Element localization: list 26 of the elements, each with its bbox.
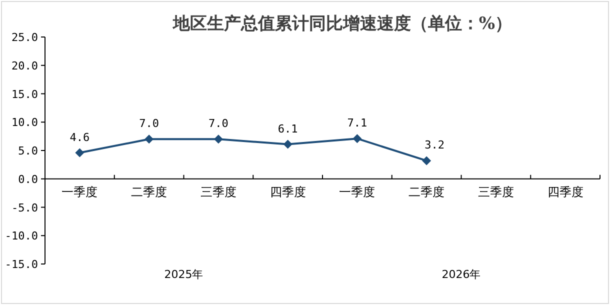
xtick-label: 一季度 xyxy=(62,184,98,199)
xtick-label: 三季度 xyxy=(200,184,236,199)
data-label: 3.2 xyxy=(424,138,444,152)
title: 地区生产总值累计同比增速速度（单位：%） xyxy=(172,14,512,34)
ytick-label: -5.0 xyxy=(12,201,38,214)
ytick-label: 5.0 xyxy=(18,144,38,158)
data-label: 7.0 xyxy=(208,117,228,130)
xtick-label: 三季度 xyxy=(478,184,514,199)
xtick-label: 二季度 xyxy=(408,184,445,199)
ytick-label: 15.0 xyxy=(12,88,38,101)
xtick-label: 二季度 xyxy=(131,184,168,199)
ytick-label: 0.0 xyxy=(18,172,38,186)
ytick-label: 10.0 xyxy=(12,116,38,130)
ytick-label: -10.0 xyxy=(4,230,38,243)
annotation: 2025年 xyxy=(164,268,204,281)
ytick-label: 25.0 xyxy=(12,31,38,44)
xtick-label: 四季度 xyxy=(547,184,584,199)
ytick-label: -15.0 xyxy=(4,258,38,271)
annotation: 2026年 xyxy=(442,268,481,281)
xtick-label: 四季度 xyxy=(270,184,306,199)
data-label: 7.1 xyxy=(347,116,368,130)
ytick-label: 20.0 xyxy=(12,59,38,72)
data-label: 6.1 xyxy=(278,122,298,136)
xtick-label: 一季度 xyxy=(339,184,376,199)
data-label: 4.6 xyxy=(70,130,90,144)
data-label: 7.0 xyxy=(139,117,159,130)
